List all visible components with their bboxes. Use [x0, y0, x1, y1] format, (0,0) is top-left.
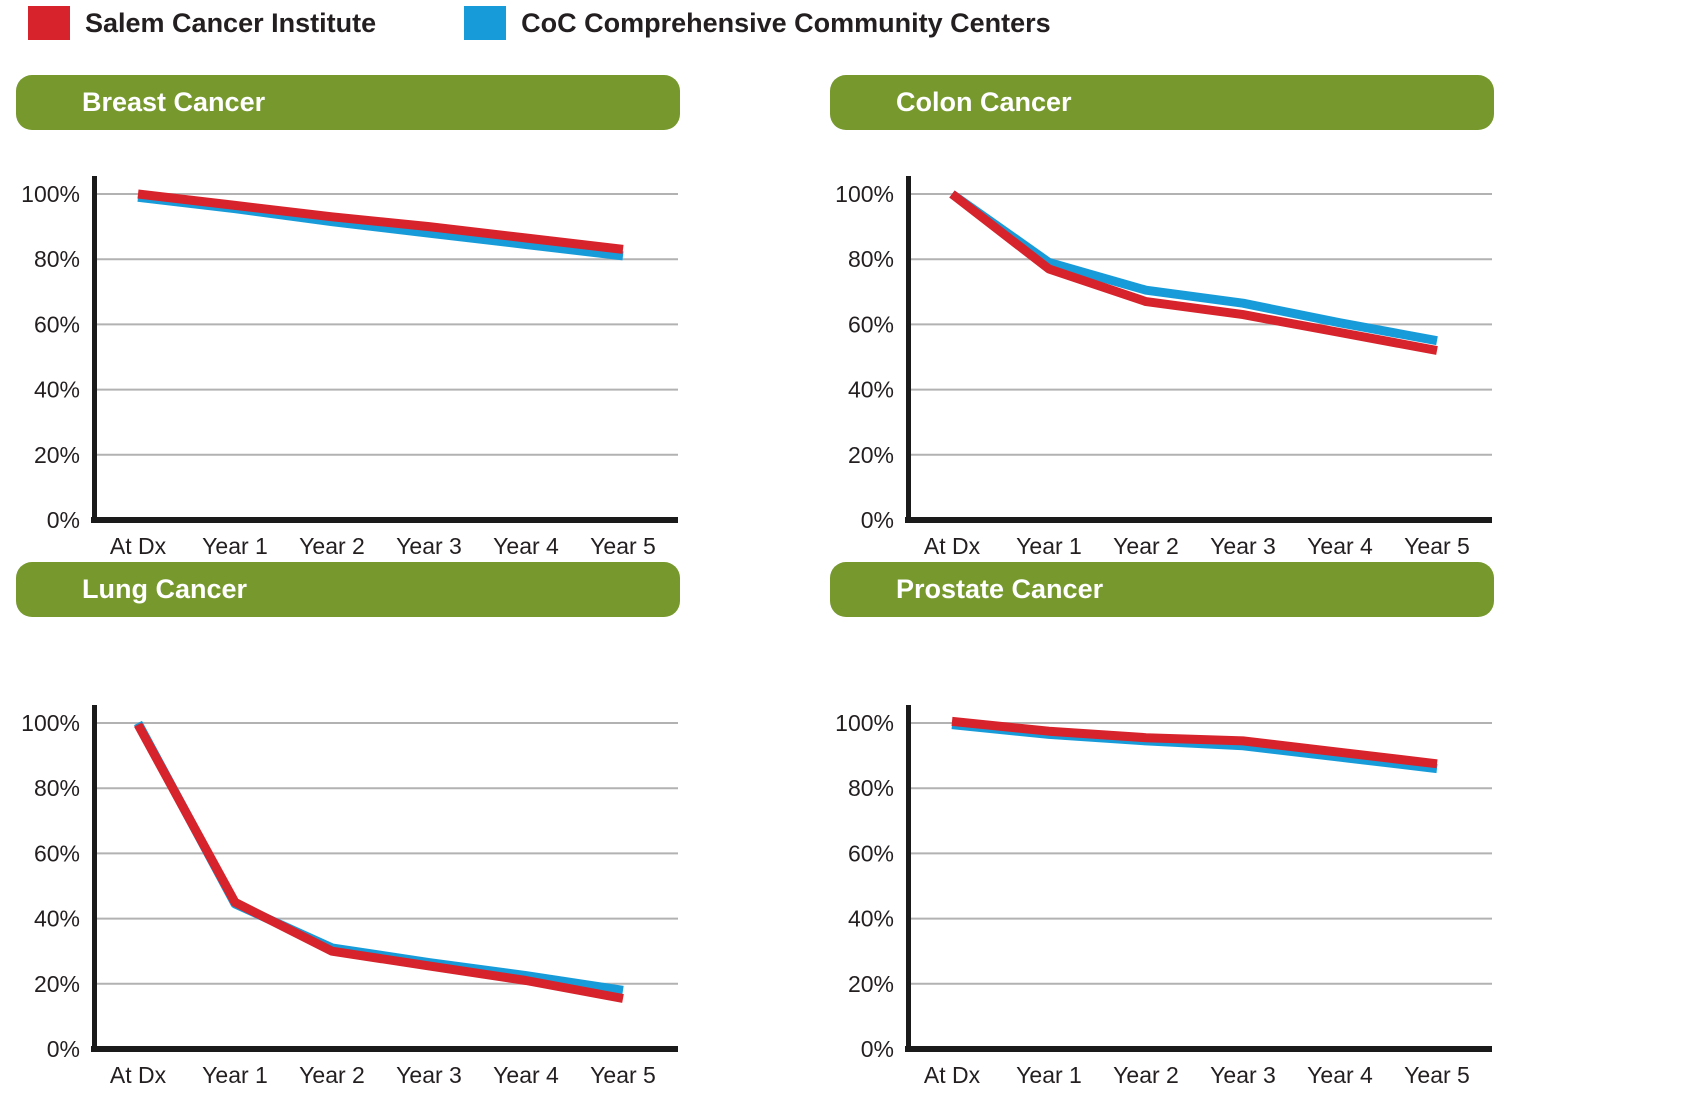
salem-color-swatch — [28, 6, 70, 40]
y-axis-tick-label: 60% — [34, 311, 80, 337]
x-axis-tick-label: Year 3 — [396, 533, 462, 559]
colon-cancer-chart-title: Colon Cancer — [830, 75, 1494, 130]
y-axis-tick-label: 40% — [848, 377, 894, 403]
y-axis-tick-label: 40% — [34, 377, 80, 403]
x-axis-tick-label: Year 3 — [1210, 1062, 1276, 1088]
survival-line-salem — [949, 190, 1438, 355]
survival-line-coc — [949, 190, 1438, 346]
x-axis-tick-label: Year 1 — [202, 1062, 268, 1088]
y-axis-tick-label: 20% — [34, 971, 80, 997]
x-axis-tick-label: Year 5 — [1404, 1062, 1470, 1088]
x-axis-tick-label: Year 1 — [1016, 533, 1082, 559]
x-axis-tick-label: Year 1 — [202, 533, 268, 559]
x-axis-tick-label: Year 4 — [1307, 533, 1373, 559]
x-axis-tick-label: Year 1 — [1016, 1062, 1082, 1088]
legend-item-coc: CoC Comprehensive Community Centers — [464, 6, 1051, 40]
x-axis-tick-label: At Dx — [924, 1062, 981, 1088]
breast-cancer-chart-card: Breast Cancer 100% 80% 60% 40% 20% 0% At Dx Yea… — [16, 75, 680, 560]
lung-cancer-chart-card: Lung Cancer 100% 80% 60% 40% 20% 0% At Dx Year … — [16, 562, 680, 1089]
y-axis-tick-label: 80% — [848, 246, 894, 272]
x-axis-tick-label: At Dx — [110, 533, 167, 559]
y-axis-tick-label: 100% — [835, 710, 894, 736]
legend-label-salem: Salem Cancer Institute — [85, 7, 377, 38]
prostate-cancer-chart-card: Prostate Cancer 100% 80% 60% 40% 20% 0% At Dx Y… — [830, 562, 1494, 1089]
y-axis-tick-label: 40% — [34, 906, 80, 932]
legend-label-coc: CoC Comprehensive Community Centers — [521, 7, 1051, 38]
x-axis-tick-label: Year 2 — [299, 533, 365, 559]
y-axis-tick-label: 20% — [848, 971, 894, 997]
x-axis-tick-label: Year 3 — [1210, 533, 1276, 559]
y-axis-tick-label: 60% — [848, 311, 894, 337]
lung-cancer-survival-chart: 100% 80% 60% 40% 20% 0% At Dx Year 1 Year 2 Year … — [21, 705, 678, 1088]
y-axis-tick-label: 100% — [21, 181, 80, 207]
breast-cancer-survival-chart: 100% 80% 60% 40% 20% 0% At Dx Year 1 Year 2 Year … — [21, 176, 678, 559]
legend: Salem Cancer Institute CoC Comprehensive… — [28, 6, 1051, 40]
colon-cancer-chart-card: Colon Cancer 100% 80% 60% 40% 20% 0% At Dx Year… — [830, 75, 1494, 560]
survival-line-salem — [951, 716, 1438, 769]
prostate-cancer-survival-chart: 100% 80% 60% 40% 20% 0% At Dx Year 1 Year 2 Year … — [835, 705, 1492, 1088]
y-axis-tick-label: 100% — [21, 710, 80, 736]
prostate-cancer-chart-title: Prostate Cancer — [830, 562, 1494, 617]
y-axis-tick-label: 80% — [34, 775, 80, 801]
y-axis-tick-label: 0% — [47, 507, 80, 533]
x-axis-tick-label: At Dx — [110, 1062, 167, 1088]
x-axis-tick-label: Year 4 — [493, 1062, 559, 1088]
x-axis-tick-label: Year 5 — [590, 533, 656, 559]
colon-cancer-survival-chart: 100% 80% 60% 40% 20% 0% At Dx Year 1 Year 2 Year … — [835, 176, 1492, 559]
y-axis-tick-label: 80% — [34, 246, 80, 272]
y-axis-tick-label: 0% — [861, 507, 894, 533]
breast-cancer-chart-title: Breast Cancer — [16, 75, 680, 130]
x-axis-tick-label: At Dx — [924, 533, 981, 559]
x-axis-tick-label: Year 4 — [493, 533, 559, 559]
y-axis-tick-label: 40% — [848, 906, 894, 932]
survival-line-salem — [134, 722, 624, 1003]
lung-cancer-chart-title: Lung Cancer — [16, 562, 680, 617]
y-axis-tick-label: 20% — [848, 442, 894, 468]
y-axis-tick-label: 0% — [47, 1036, 80, 1062]
x-axis-tick-label: Year 2 — [1113, 533, 1179, 559]
y-axis-tick-label: 80% — [848, 775, 894, 801]
survival-line-salem — [137, 189, 624, 254]
x-axis-tick-label: Year 5 — [590, 1062, 656, 1088]
y-axis-tick-label: 100% — [835, 181, 894, 207]
x-axis-tick-label: Year 3 — [396, 1062, 462, 1088]
x-axis-tick-label: Year 4 — [1307, 1062, 1373, 1088]
x-axis-tick-label: Year 5 — [1404, 533, 1470, 559]
y-axis-tick-label: 20% — [34, 442, 80, 468]
x-axis-tick-label: Year 2 — [299, 1062, 365, 1088]
coc-color-swatch — [464, 6, 507, 40]
legend-item-salem: Salem Cancer Institute — [28, 6, 376, 40]
x-axis-tick-label: Year 2 — [1113, 1062, 1179, 1088]
y-axis-tick-label: 60% — [848, 840, 894, 866]
y-axis-tick-label: 0% — [861, 1036, 894, 1062]
y-axis-tick-label: 60% — [34, 840, 80, 866]
